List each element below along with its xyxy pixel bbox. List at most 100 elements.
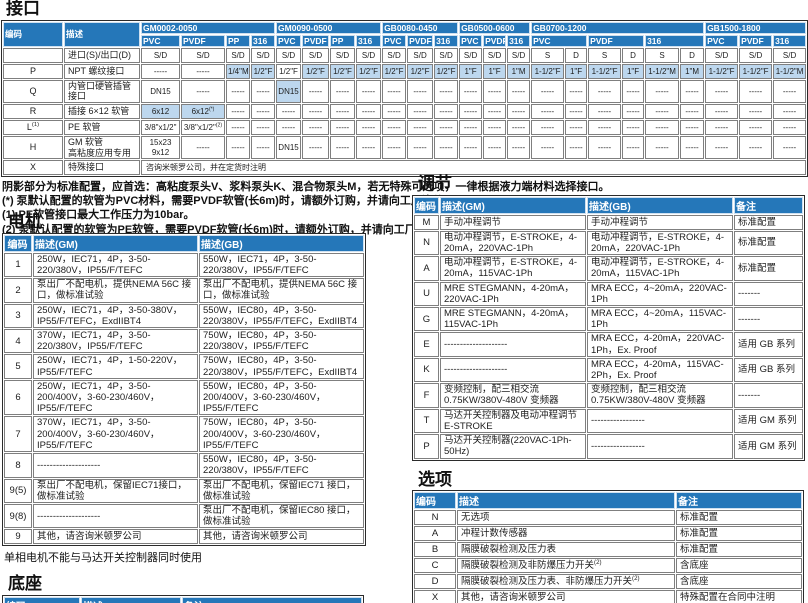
- options-table: 编码 描述 备注 N 无选项 标准配置 A 冲程计数传感器 标准配置 B 隔膜破裂检测及压力表 标准…: [412, 490, 804, 603]
- cell: 电动冲程调节，E-STROKE，4-20mA，220VAC-1Ph: [440, 230, 586, 256]
- cell: S/D: [483, 47, 507, 63]
- cell: 冲程计数传感器: [457, 526, 675, 542]
- cell: 其他，请咨询米顿罗公司: [33, 529, 198, 545]
- cell: D: [414, 574, 456, 590]
- cell: S: [645, 47, 680, 63]
- cell: 1"M: [507, 63, 531, 79]
- cell: 6x12(*): [181, 104, 225, 120]
- cell: -----: [407, 79, 434, 104]
- cell: 3/8"x1/2"(2): [181, 120, 225, 136]
- table-row: 编码 描述(GM) 描述(GB) 备注: [414, 196, 803, 214]
- cell: -----: [434, 79, 459, 104]
- cell: 适用 GB 系列: [734, 332, 803, 357]
- header-cell: 描述: [64, 21, 140, 47]
- cell: PE 软管: [64, 120, 140, 136]
- cell: -----: [382, 79, 407, 104]
- cell: 1/2"F: [330, 63, 356, 79]
- cell: -----: [181, 79, 225, 104]
- cell: -----: [565, 120, 588, 136]
- motor-table: 编码 描述(GM) 描述(GB) 1 250W，IEC71，4P，3-50-220/3…: [2, 232, 366, 547]
- cell: 标准配置: [734, 214, 803, 230]
- table-row: U MRE STEGMANN，4-20mA，220VAC-1Ph MRA ECC，4…: [414, 281, 803, 307]
- cell: -------: [734, 307, 803, 332]
- adjust-section: 调节 编码 描述(GM) 描述(GB) 备注 M 手动冲程调节 手动冲程调节 标准配置 N 电动…: [412, 175, 805, 461]
- table-row: K -------------------- MRA ECC，4-20mA，115V…: [414, 357, 803, 383]
- cell: E: [414, 332, 439, 357]
- cell: -------: [734, 281, 803, 307]
- cell: 6x12: [141, 104, 180, 120]
- cell: T: [414, 408, 439, 434]
- left-column: 电机 编码 描述(GM) 描述(GB) 1 250W，IEC71，4P，3-50-22…: [2, 213, 366, 603]
- cell: -----: [251, 120, 276, 136]
- cell: 1/4"M: [226, 63, 250, 79]
- interface-table: 编码 描述 GM0002-0050 GM0090-0500 GB0080-0450 GB0…: [1, 19, 808, 178]
- header-cell: PVDF: [181, 34, 225, 47]
- cell: -----: [407, 136, 434, 160]
- cell: -----: [226, 104, 250, 120]
- table-row: G MRE STEGMANN，4-20mA，115VAC-1Ph MRA ECC，4…: [414, 307, 803, 332]
- table-row: R 插接 6×12 软管 6x12 6x12(*) ----- ----- ----- ---…: [3, 104, 807, 120]
- cell: 1"F: [565, 63, 588, 79]
- cell: F: [414, 383, 439, 408]
- cell: G: [414, 307, 439, 332]
- cell: -----: [302, 79, 330, 104]
- cell: 250W，IEC71，4P，3-50-200/400V，3-60-230/460…: [33, 379, 198, 416]
- cell: [3, 47, 63, 63]
- table-row: T 马达开关控制器及电动冲程调节E-STROKE -----------------…: [414, 408, 803, 434]
- cell: 250W，IEC71，4P，1-50-220V，IP55/F/TEFC: [33, 354, 198, 379]
- table-row: PVC PVDF PP 316 PVC PVDF PP 316 PVC PVDF 316 PVC PVD…: [3, 34, 807, 47]
- cell: -----: [645, 104, 680, 120]
- header-cell: 316: [356, 34, 382, 47]
- header-cell: 编码: [4, 234, 32, 252]
- cell: -----: [483, 104, 507, 120]
- cell: -----: [382, 136, 407, 160]
- cell: -----: [459, 79, 483, 104]
- table-row: E -------------------- MRA ECC，4-20mA，220V…: [414, 332, 803, 357]
- header-cell: 编码: [414, 196, 439, 214]
- cell: -----: [507, 136, 531, 160]
- header-cell: 备注: [676, 492, 802, 510]
- table-row: 编码描述备注: [414, 492, 802, 510]
- cell: S/D: [382, 47, 407, 63]
- cell: 1-1/2"F: [588, 63, 622, 79]
- header-cell: 描述(GM): [33, 234, 198, 252]
- cell: 电动冲程调节，E-STROKE，4-20mA，115VAC-1Ph: [587, 256, 733, 281]
- table-row: 编码 描述 GM0002-0050 GM0090-0500 GB0080-0450 GB0…: [3, 21, 807, 47]
- cell: -----: [251, 136, 276, 160]
- header-cell: 编码: [3, 21, 63, 47]
- cell: L(1): [3, 120, 63, 136]
- cell: MRA ECC，4-20mA，115VAC-2Ph，Ex. Proof: [587, 357, 733, 383]
- cell: -----: [680, 120, 705, 136]
- cell: 1/2"F: [382, 63, 407, 79]
- cell: X: [414, 590, 456, 603]
- cell: -----: [773, 79, 807, 104]
- cell: 4: [4, 329, 32, 354]
- cell: 进口(S)/出口(D): [64, 47, 140, 63]
- cell: N: [414, 230, 439, 256]
- cell: S/D: [705, 47, 739, 63]
- cell: -----: [382, 120, 407, 136]
- cell: -----: [507, 79, 531, 104]
- cell: -----: [507, 120, 531, 136]
- cell: -----: [680, 136, 705, 160]
- cell: -----: [565, 104, 588, 120]
- header-cell: 编码: [414, 492, 456, 510]
- header-cell: PP: [330, 34, 356, 47]
- cell: 1: [4, 252, 32, 278]
- table-row: B 隔膜破裂检测及压力表 标准配置: [414, 542, 802, 558]
- options-table-head: 编码 描述 备注: [414, 492, 802, 510]
- header-cell: GM0002-0050: [141, 21, 276, 34]
- cell: MRA ECC，4~20mA，220VAC-1Ph: [587, 281, 733, 307]
- cell: -----: [330, 136, 356, 160]
- cell: S/D: [251, 47, 276, 63]
- header-cell: 316: [773, 34, 807, 47]
- cell: -----: [588, 104, 622, 120]
- cell: 550W，IEC80，4P，3-50-200/400V，3-60-230/460…: [199, 379, 364, 416]
- cell: 3/8"x1/2": [141, 120, 180, 136]
- cell: 变频控制，配三相交流0.75KW/380V-480V 变频器: [440, 383, 586, 408]
- cell: S/D: [739, 47, 773, 63]
- cell: S/D: [356, 47, 382, 63]
- cell: 2: [4, 278, 32, 303]
